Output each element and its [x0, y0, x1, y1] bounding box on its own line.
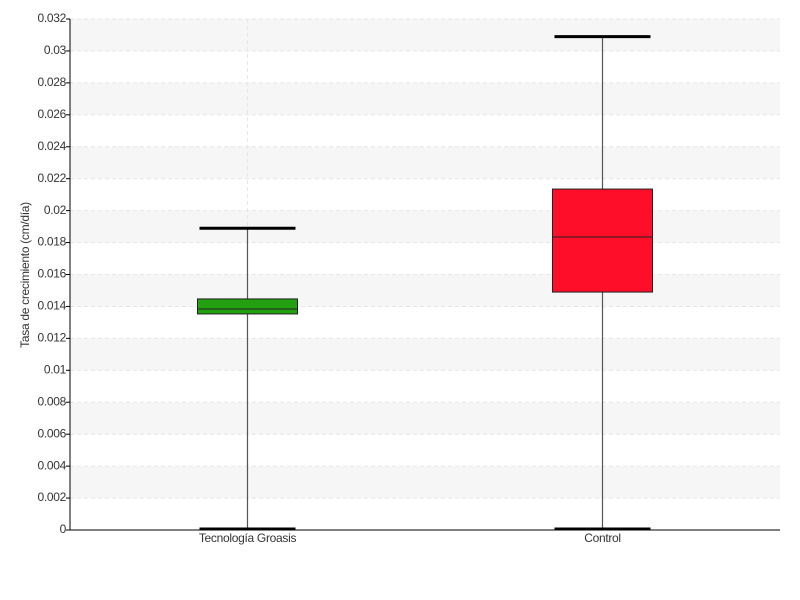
y-tick-label: 0.002	[37, 490, 66, 504]
y-tick-label: 0.014	[37, 299, 66, 313]
box	[552, 188, 653, 293]
grid-band	[70, 82, 780, 115]
y-tick-label: 0.022	[37, 171, 66, 185]
y-tick-label: 0.03	[44, 43, 67, 57]
y-axis-label: Tasa de crecimiento (cm/día)	[18, 202, 32, 348]
y-tick-label: 0.028	[37, 75, 66, 89]
grid-band	[70, 146, 780, 179]
grid-band	[70, 19, 780, 51]
y-tick-label: 0.024	[37, 139, 66, 153]
box	[197, 298, 298, 315]
y-tick-label: 0.032	[37, 11, 66, 25]
x-tick-label: Tecnología Groasis	[199, 531, 297, 545]
grid-band	[70, 338, 780, 371]
y-tick-label: 0.026	[37, 107, 66, 121]
y-tick-label: 0.012	[37, 331, 66, 345]
x-tick-label: Control	[584, 531, 621, 545]
y-tick-label: 0	[60, 522, 67, 536]
grid-band	[70, 274, 780, 307]
y-tick-label: 0.018	[37, 235, 66, 249]
y-tick-label: 0.01	[44, 362, 67, 376]
grid-band	[70, 466, 780, 499]
y-tick-label: 0.004	[37, 458, 66, 472]
y-tick-label: 0.016	[37, 267, 66, 281]
grid-band	[70, 210, 780, 243]
y-tick-label: 0.02	[44, 203, 67, 217]
grid-band	[70, 402, 780, 435]
y-tick-label: 0.008	[37, 394, 66, 408]
y-tick-label: 0.006	[37, 426, 66, 440]
